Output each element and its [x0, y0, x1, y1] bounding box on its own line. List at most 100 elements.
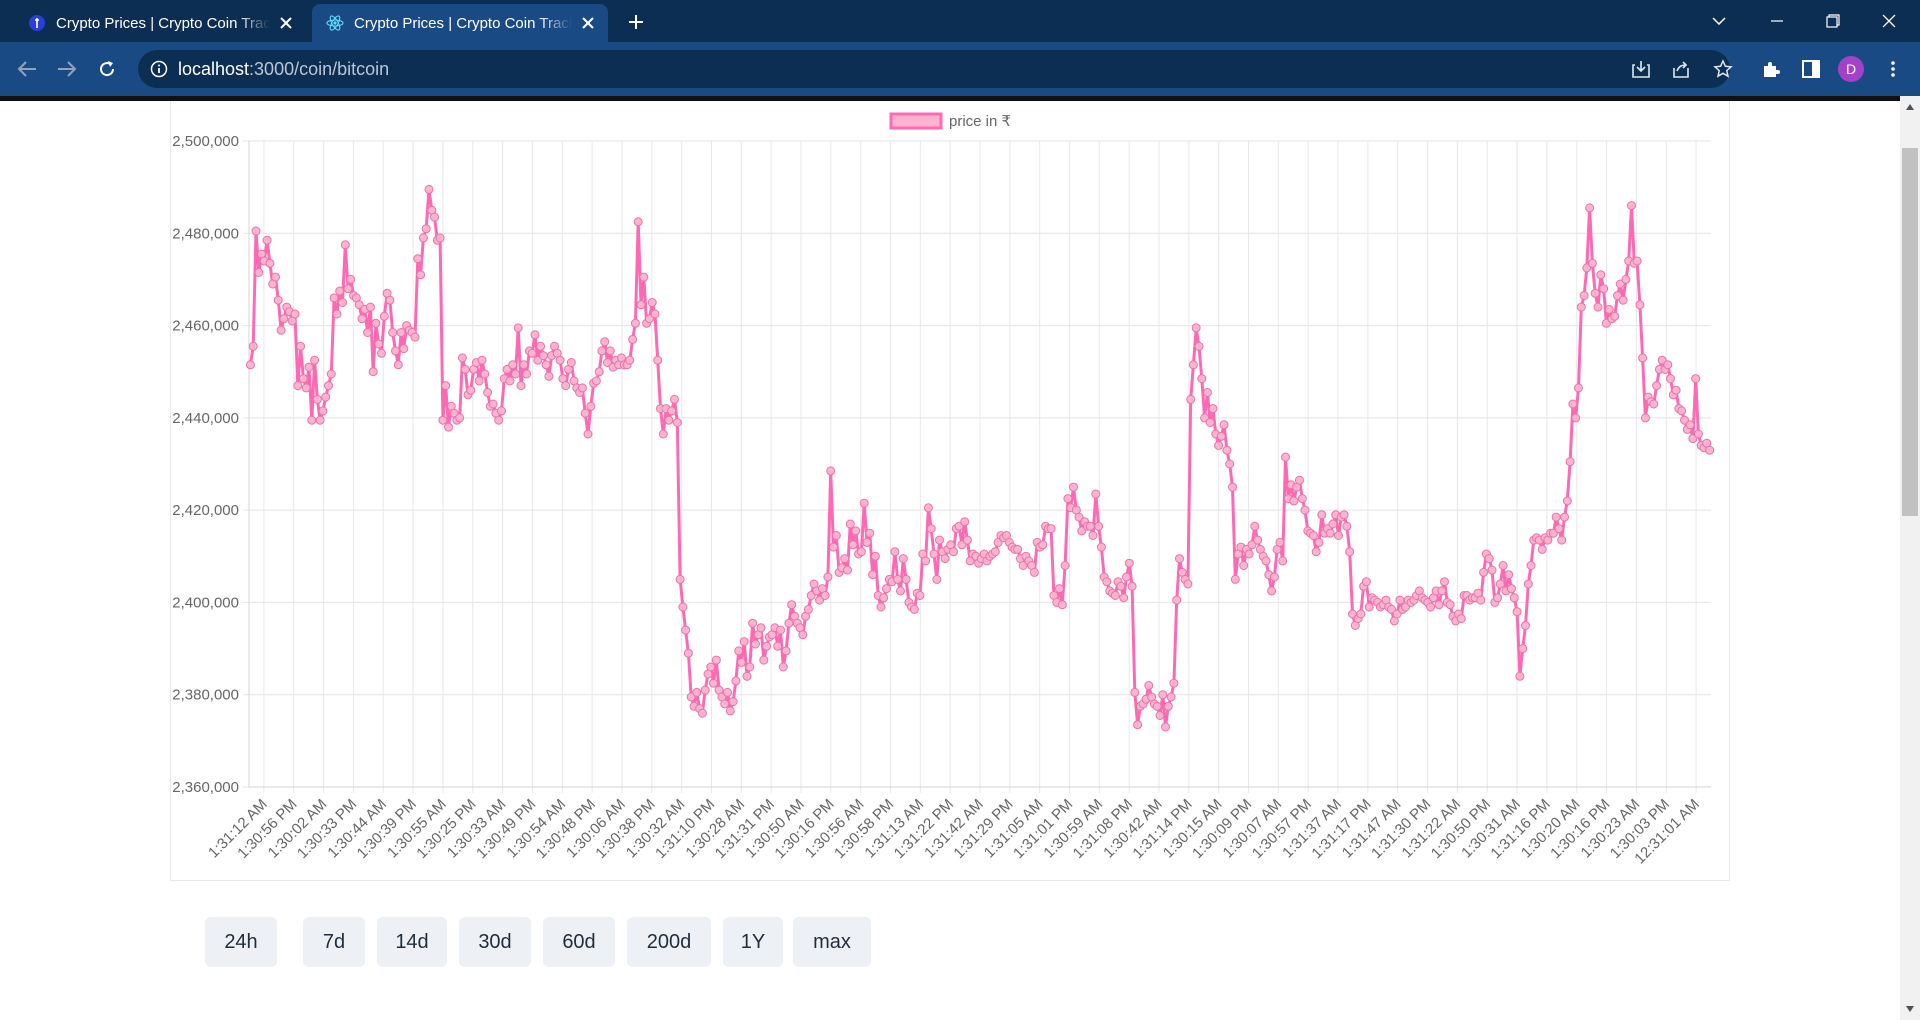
price-data-point: [1169, 678, 1179, 688]
price-data-point: [301, 383, 311, 393]
side-panel-icon[interactable]: [1796, 54, 1826, 84]
bookmark-star-icon[interactable]: [1708, 54, 1738, 84]
price-data-point: [591, 376, 601, 386]
address-bar[interactable]: localhost:3000/coin/bitcoin: [138, 50, 1730, 88]
minimize-window-icon[interactable]: [1750, 0, 1804, 42]
restore-window-icon[interactable]: [1806, 0, 1860, 42]
tab-search-chevron-icon[interactable]: [1692, 0, 1746, 42]
price-data-point: [831, 531, 841, 540]
site-info-icon[interactable]: [150, 60, 168, 78]
price-data-point: [1244, 549, 1254, 559]
range-button-60d[interactable]: 60d: [543, 917, 615, 967]
extensions-puzzle-icon[interactable]: [1756, 54, 1786, 84]
price-data-point: [1297, 494, 1307, 504]
price-data-point: [527, 348, 537, 358]
price-data-point: [1127, 581, 1137, 591]
price-data-point: [1163, 701, 1173, 711]
back-arrow-icon[interactable]: [12, 54, 42, 84]
profile-avatar[interactable]: D: [1838, 56, 1864, 82]
price-data-point: [672, 418, 682, 427]
price-data-point: [363, 328, 373, 337]
y-tick-label: 2,380,000: [172, 687, 239, 704]
price-data-point: [1666, 374, 1675, 384]
price-data-point: [597, 346, 607, 356]
price-data-point: [480, 369, 490, 379]
range-button-7d[interactable]: 7d: [303, 917, 365, 967]
price-data-point: [321, 392, 331, 402]
price-data-point: [773, 641, 783, 651]
price-data-point: [1437, 586, 1447, 596]
range-button-24h[interactable]: 24h: [205, 917, 277, 967]
price-data-point: [893, 574, 903, 584]
price-data-point: [1512, 607, 1522, 617]
price-data-point: [1161, 722, 1170, 732]
price-data-point: [586, 401, 596, 411]
scroll-down-arrow-icon[interactable]: [1900, 1000, 1920, 1018]
price-data-point: [1325, 528, 1335, 538]
price-data-point: [1194, 341, 1204, 351]
price-data-point: [675, 574, 685, 584]
price-data-point: [856, 547, 866, 557]
legend-swatch: [889, 112, 943, 130]
reload-icon[interactable]: [92, 54, 122, 84]
price-data-point: [1587, 258, 1597, 268]
price-data-point: [1487, 565, 1497, 575]
range-button-max[interactable]: max: [793, 917, 871, 967]
price-data-point: [1250, 521, 1260, 531]
y-tick-label: 2,400,000: [172, 594, 239, 611]
price-data-point: [416, 270, 426, 280]
close-tab-icon[interactable]: [578, 13, 598, 33]
price-data-point: [1526, 561, 1536, 570]
scroll-up-arrow-icon[interactable]: [1900, 98, 1920, 116]
price-data-point: [653, 355, 663, 365]
price-data-point: [1685, 420, 1695, 430]
price-data-point: [1183, 579, 1193, 589]
price-data-point: [511, 369, 520, 379]
install-app-icon[interactable]: [1626, 54, 1656, 84]
range-button-30d[interactable]: 30d: [459, 917, 531, 967]
new-tab-button[interactable]: [622, 8, 650, 36]
price-line-chart[interactable]: 2,500,000 2,480,000 2,460,000 2,440,000 2,42…: [171, 101, 1731, 881]
react-logo-icon: [326, 14, 344, 32]
scrollbar-thumb[interactable]: [1902, 148, 1918, 516]
range-button-200d[interactable]: 200d: [627, 917, 711, 967]
browser-tab-active[interactable]: Crypto Prices | Crypto Coin Tracker: [312, 4, 608, 42]
price-data-point: [1523, 579, 1533, 589]
price-data-point: [1579, 291, 1589, 301]
browser-tab-inactive[interactable]: Crypto Prices | Crypto Coin Tracker: [14, 4, 306, 42]
price-data-point: [923, 503, 933, 513]
price-data-point: [357, 314, 367, 324]
share-icon[interactable]: [1666, 54, 1696, 84]
price-data-point: [865, 528, 875, 538]
price-data-point: [1604, 304, 1614, 314]
price-data-point: [1334, 531, 1343, 540]
range-button-14d[interactable]: 14d: [377, 917, 447, 967]
price-data-point: [633, 217, 643, 227]
price-data-point: [960, 517, 970, 527]
browser-menu-icon[interactable]: [1878, 54, 1908, 84]
price-data-point: [324, 381, 333, 391]
price-data-point: [1649, 399, 1659, 409]
price-data-point: [1013, 544, 1023, 554]
page-content: 2,500,000 2,480,000 2,460,000 2,440,000 2,42…: [0, 101, 1900, 1020]
price-data-point: [1638, 353, 1648, 363]
price-data-point: [519, 360, 529, 370]
price-data-point: [1110, 591, 1120, 600]
price-data-point: [343, 284, 353, 294]
price-data-point: [1281, 452, 1290, 462]
price-data-point: [750, 639, 760, 649]
price-data-point: [340, 240, 350, 250]
price-data-point: [1314, 537, 1324, 547]
price-data-point: [736, 657, 746, 667]
price-data-point: [1693, 429, 1703, 439]
price-data-point: [418, 233, 428, 243]
close-tab-icon[interactable]: [276, 13, 296, 33]
close-window-icon[interactable]: [1862, 0, 1916, 42]
price-data-point: [876, 602, 886, 612]
price-data-point: [862, 537, 872, 547]
range-button-1y[interactable]: 1Y: [723, 917, 783, 967]
price-data-point: [1088, 531, 1098, 540]
forward-arrow-icon[interactable]: [52, 54, 82, 84]
price-data-point: [1484, 554, 1494, 564]
price-data-point: [1166, 692, 1176, 702]
